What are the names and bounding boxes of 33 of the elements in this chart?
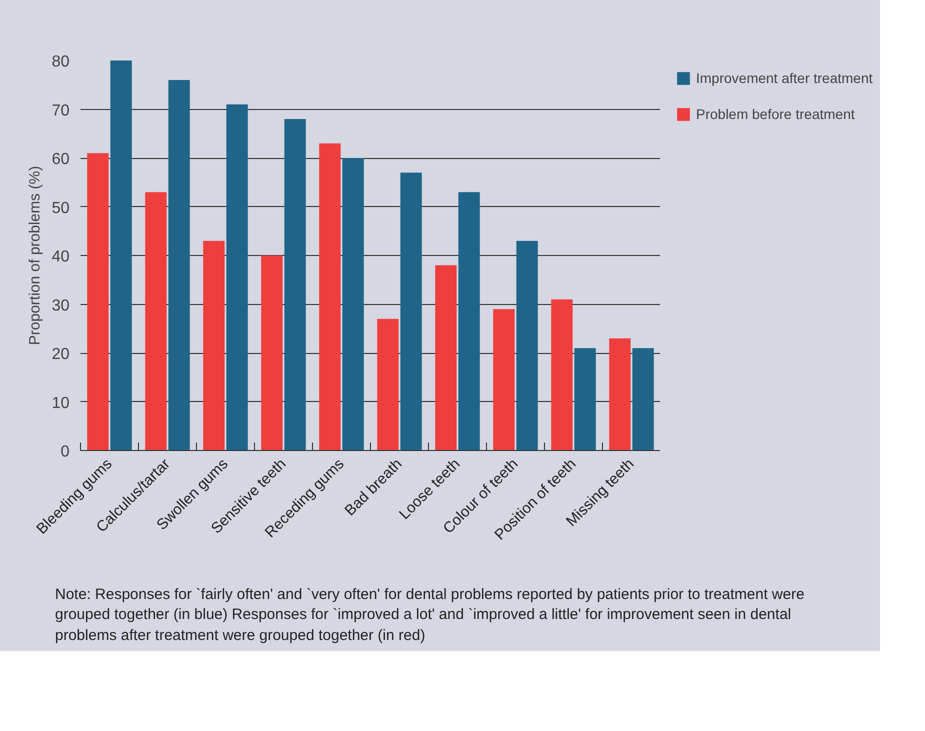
y-tick-label: 0 [60,444,70,460]
bar [377,318,399,450]
bar [261,256,283,450]
bar [574,348,596,450]
bar [110,60,132,450]
bar [284,119,306,450]
bar [458,192,480,450]
y-tick-label: 70 [52,102,70,120]
bar [203,240,225,450]
y-tick-label: 40 [52,248,70,266]
bar [87,153,109,450]
bar [609,338,631,450]
bar [342,158,364,450]
y-tick-label: 50 [52,200,70,217]
bar [319,143,341,450]
bar [145,192,167,450]
y-tick-label: 20 [52,346,70,363]
bar [226,104,248,450]
bar [632,348,654,450]
y-tick-label: 80 [52,54,70,70]
bar [493,309,515,450]
legend-label: Problem before treatment [696,106,855,122]
y-tick-label: 10 [52,394,70,412]
bar [435,265,457,450]
text: Note: Responses for `fairly often' and `very often' for dental problems reported by patients prior to treatment were grouped together (in blue) Responses for `improved a lot' and `improved a little' for improvement seen in dental problems after treatment were grouped together (in red) [55,585,806,646]
bar [168,80,190,450]
y-axis-title: Proportion of problems (%) [26,166,44,346]
bar [516,240,538,450]
legend-label: Improvement after treatment [696,70,873,86]
y-tick-label: 30 [52,297,70,314]
bar [551,299,573,450]
y-tick-label: 60 [52,151,70,168]
bar [400,172,422,450]
